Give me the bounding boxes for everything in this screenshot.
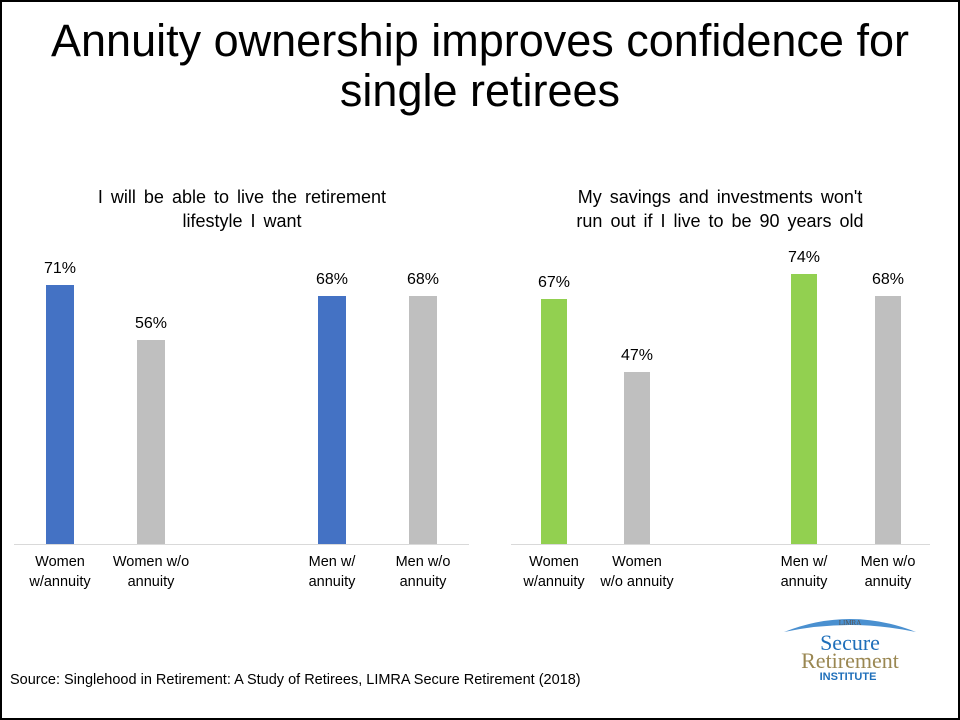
- bar: [409, 296, 437, 544]
- bar: [875, 296, 901, 544]
- category-label-line: Women w/o: [112, 554, 190, 570]
- source-note: Source: Singlehood in Retirement: A Stud…: [10, 672, 581, 688]
- data-label: 68%: [406, 271, 440, 288]
- category-label-line: Women: [529, 554, 579, 570]
- category-label: Women w/annuity: [5, 552, 115, 592]
- x-axis-line: [511, 544, 930, 545]
- bar: [791, 274, 817, 544]
- category-label-line: Men w/o: [395, 554, 451, 570]
- slide-title: Annuity ownership improves confidence fo…: [0, 16, 960, 116]
- title-line-2: single retirees: [339, 65, 621, 116]
- chart-title-line: My savings and investments won't: [577, 187, 863, 207]
- title-line-1: Annuity ownership improves confidence fo…: [51, 15, 909, 66]
- category-label-line: annuity: [864, 574, 912, 590]
- category-label-line: Women: [35, 554, 85, 570]
- category-label: Men w/o annuity: [833, 552, 943, 592]
- category-label: Men w/annuity: [277, 552, 387, 592]
- logo-secure-text: Secure: [820, 630, 880, 655]
- chart-title-line: lifestyle I want: [182, 211, 302, 231]
- logo-limra-text: LIMRA: [839, 619, 862, 627]
- secure-retirement-institute-logo: LIMRA Secure Retirement INSTITUTE: [784, 619, 916, 683]
- data-label: 47%: [620, 347, 654, 364]
- bar: [46, 285, 74, 544]
- category-label-line: annuity: [308, 574, 356, 590]
- bar: [624, 372, 650, 544]
- data-label: 74%: [787, 249, 821, 266]
- bar: [318, 296, 346, 544]
- category-label-line: w/o annuity: [600, 574, 674, 590]
- category-label-line: annuity: [780, 574, 828, 590]
- category-label: Men w/o annuity: [368, 552, 478, 592]
- category-label: Women w/annuity: [499, 552, 609, 592]
- bar: [541, 299, 567, 544]
- data-label: 71%: [43, 260, 77, 277]
- bar: [137, 340, 165, 544]
- category-label-line: Women: [612, 554, 662, 570]
- chart-title-line: run out if I live to be 90 years old: [576, 211, 864, 231]
- category-label-line: w/annuity: [29, 574, 91, 590]
- category-label-line: annuity: [399, 574, 447, 590]
- chart-lifestyle-title: I will be able to live the retirement li…: [14, 185, 470, 233]
- category-label-line: Men w/: [308, 554, 356, 570]
- category-label: Women w/o annuity: [582, 552, 692, 592]
- chart-savings-title: My savings and investments won't run out…: [490, 185, 950, 233]
- data-label: 68%: [871, 271, 905, 288]
- logo-retirement-text: Retirement: [801, 648, 899, 673]
- data-label: 56%: [134, 315, 168, 332]
- x-axis-line: [14, 544, 469, 545]
- category-label: Men w/annuity: [749, 552, 859, 592]
- chart-title-line: I will be able to live the retirement: [97, 187, 387, 207]
- category-label-line: Men w/: [780, 554, 828, 570]
- category-label: Women w/o annuity: [96, 552, 206, 592]
- category-label-line: Men w/o: [860, 554, 916, 570]
- category-label-line: annuity: [127, 574, 175, 590]
- category-label-line: w/annuity: [523, 574, 585, 590]
- logo-institute-text: INSTITUTE: [820, 671, 877, 683]
- data-label: 67%: [537, 274, 571, 291]
- data-label: 68%: [315, 271, 349, 288]
- logo-arc-icon: [784, 619, 916, 632]
